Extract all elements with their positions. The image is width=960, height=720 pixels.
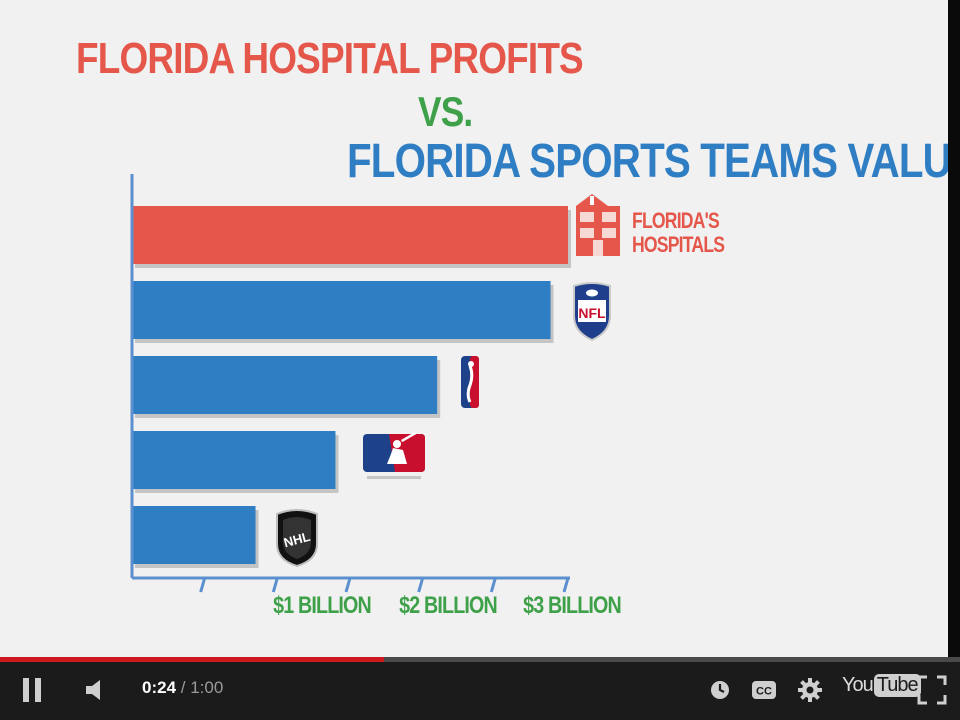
nba-logo-icon bbox=[461, 356, 479, 408]
chart-title: FLORIDA HOSPITAL PROFITS bbox=[76, 34, 584, 83]
watch-later-icon bbox=[711, 681, 729, 699]
nfl-shield-icon: NFL bbox=[573, 282, 611, 342]
x-axis-tick bbox=[562, 577, 570, 593]
time-display: 0:24 / 1:00 bbox=[142, 678, 223, 698]
bar-nhl bbox=[132, 506, 256, 564]
bar-mlb bbox=[132, 431, 336, 489]
fullscreen-icon bbox=[917, 675, 947, 705]
letterbox-edge bbox=[948, 0, 960, 658]
progress-bar[interactable] bbox=[0, 657, 960, 662]
progress-played bbox=[0, 657, 384, 662]
fullscreen-button[interactable] bbox=[914, 672, 950, 708]
tick-label-2-billion: $2 BILLION bbox=[399, 592, 498, 619]
svg-text:CC: CC bbox=[756, 686, 772, 698]
bar-nba bbox=[132, 356, 438, 414]
tick-label-1-billion: $1 BILLION bbox=[273, 592, 372, 619]
hospitals-bar-label: FLORIDA'S HOSPITALS bbox=[632, 208, 725, 257]
bar-florida-s-hospitals bbox=[132, 206, 568, 264]
svg-text:NHL: NHL bbox=[282, 529, 312, 550]
nhl-shield-icon: NHL bbox=[276, 509, 318, 568]
youtube-logo-tube: Tube bbox=[873, 674, 921, 697]
hospital-building-icon bbox=[576, 194, 620, 256]
watch-later-button[interactable] bbox=[706, 676, 734, 704]
x-axis-tick bbox=[199, 577, 207, 593]
settings-icon bbox=[798, 678, 822, 702]
captions-button[interactable]: CC bbox=[748, 676, 780, 704]
svg-text:NFL: NFL bbox=[578, 305, 606, 321]
x-axis-tick bbox=[489, 577, 497, 593]
bar-chart: NFL NHL bbox=[130, 174, 620, 593]
x-axis-tick bbox=[271, 577, 279, 593]
x-axis-tick bbox=[417, 577, 425, 593]
youtube-logo[interactable]: You Tube bbox=[842, 674, 921, 697]
chart-subtitle: FLORIDA SPORTS TEAMS VALUE bbox=[347, 135, 948, 188]
video-frame[interactable]: FLORIDA HOSPITAL PROFITS VS. FLORIDA SPO… bbox=[0, 0, 948, 658]
pause-button[interactable] bbox=[16, 674, 48, 706]
captions-icon: CC bbox=[752, 681, 776, 699]
mlb-logo-icon bbox=[363, 432, 425, 479]
bar-nfl bbox=[132, 281, 551, 339]
pause-icon bbox=[23, 678, 41, 702]
mute-button[interactable] bbox=[78, 674, 110, 706]
player-controls: 0:24 / 1:00 CC You Tube bbox=[0, 662, 960, 720]
current-time: 0:24 bbox=[142, 678, 177, 697]
x-axis-tick bbox=[344, 577, 352, 593]
youtube-logo-you: You bbox=[842, 674, 874, 696]
chart-vs: VS. bbox=[418, 88, 473, 135]
volume-icon bbox=[86, 680, 100, 700]
settings-button[interactable] bbox=[794, 674, 826, 706]
tick-label-3-billion: $3 BILLION bbox=[523, 592, 622, 619]
duration: / 1:00 bbox=[180, 678, 224, 697]
